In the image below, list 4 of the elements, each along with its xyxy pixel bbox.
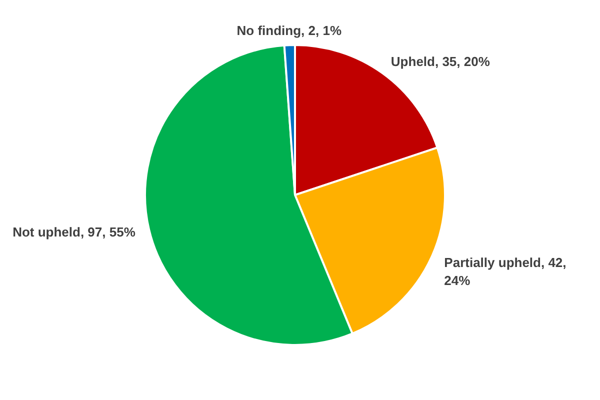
slice-label: No finding, 2, 1% <box>236 23 342 38</box>
slice-label: Partially upheld, 42, 24% <box>444 255 566 288</box>
slice-label: Not upheld, 97, 55% <box>12 224 136 240</box>
slice-label: Upheld, 35, 20% <box>390 54 490 69</box>
